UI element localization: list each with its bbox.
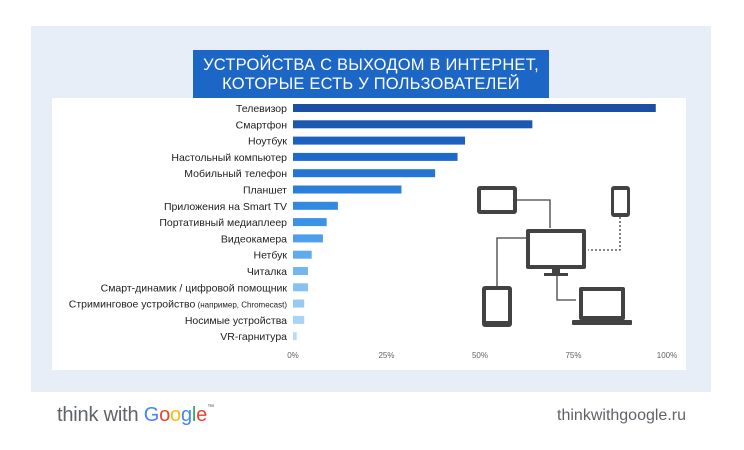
category-label: Стриминговое устройство (например, Chrom… (69, 299, 288, 311)
chart-title-line-1: УСТРОЙСТВА С ВЫХОДОМ В ИНТЕРНЕТ, (203, 56, 539, 74)
x-tick-label: 0% (287, 351, 299, 360)
site-url: thinkwithgoogle.ru (557, 407, 686, 424)
brand-letter: l (191, 404, 197, 426)
bar-10 (293, 250, 312, 259)
bars (293, 104, 656, 341)
chart-title-line-2: КОТОРЫЕ ЕСТЬ У ПОЛЬЗОВАТЕЛЕЙ (222, 75, 520, 93)
brand-letter: o (170, 404, 181, 426)
think-with-google-logo: think with Google™ (57, 404, 214, 427)
category-label: Приложения на Smart TV (164, 201, 287, 213)
connector-monitor-laptop (556, 276, 576, 301)
x-tick-label: 25% (378, 351, 394, 360)
bar-1 (293, 104, 656, 112)
bar-7 (293, 201, 338, 210)
category-label: Носимые устройства (185, 315, 287, 327)
monitor-icon (526, 229, 586, 276)
bar-4 (293, 152, 458, 161)
bar-13 (293, 299, 305, 308)
connector-tablet2-monitor (496, 237, 526, 286)
category-label: Смартфон (236, 119, 288, 131)
bar-11 (293, 267, 308, 275)
bar-2 (293, 120, 533, 129)
devices-illustration (477, 186, 632, 327)
connector-phone-monitor (588, 217, 621, 251)
smartphone-icon (611, 186, 630, 217)
x-axis-ticks: 0% 25% 50% 75% 100% (287, 351, 677, 360)
brand-letter: e (196, 404, 208, 426)
category-label: Мобильный телефон (184, 168, 287, 180)
category-label: Настольный компьютер (171, 152, 287, 164)
category-label: Ноутбук (248, 136, 287, 148)
bar-6 (293, 185, 402, 194)
brand-letter: G (143, 404, 160, 426)
bar-9 (293, 234, 323, 243)
connector-tablet-monitor (517, 199, 551, 228)
brand-letter: g (180, 404, 192, 426)
trademark: ™ (207, 404, 214, 411)
tablet-icon (477, 186, 517, 214)
x-tick-label: 75% (565, 351, 581, 360)
bar-12 (293, 283, 308, 292)
bar-8 (293, 218, 327, 227)
category-label: VR-гарнитура (220, 331, 287, 343)
brand-prefix: think with (57, 404, 144, 426)
x-tick-label: 50% (472, 351, 488, 360)
bar-14 (293, 315, 305, 324)
category-label: Портативный медиаплеер (159, 217, 287, 229)
bar-5 (293, 169, 436, 178)
bar-3 (293, 136, 466, 145)
category-label: Видеокамера (221, 233, 287, 245)
bar-15 (293, 332, 297, 341)
tablet-portrait-icon (482, 286, 512, 327)
category-label: Нетбук (253, 250, 287, 262)
category-label: Телевизор (236, 103, 287, 115)
category-label: Читалка (247, 266, 287, 278)
laptop-icon (572, 287, 632, 325)
category-labels: Телевизор Смартфон Ноутбук Настольный компь… (69, 103, 288, 343)
x-tick-label: 100% (657, 351, 677, 360)
brand-letter: o (159, 404, 171, 426)
category-label: Смарт-динамик / цифровой помощник (101, 282, 288, 294)
category-label: Планшет (243, 185, 287, 197)
chart-title: УСТРОЙСТВА С ВЫХОДОМ В ИНТЕРНЕТ, КОТОРЫЕ… (193, 50, 549, 98)
